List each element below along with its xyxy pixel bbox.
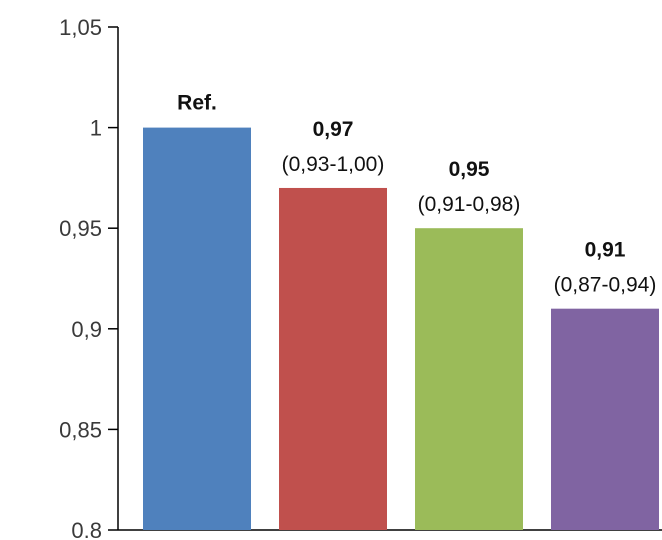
y-tick-label: 0,85 (59, 417, 102, 442)
bar-value-label: Ref. (177, 92, 217, 115)
bar (279, 187, 387, 530)
bar-value-label: 0,95 (449, 158, 490, 181)
bar-ci-label: (0,87-0,94) (554, 274, 657, 297)
y-tick-label: 0,95 (59, 216, 102, 241)
bar (551, 308, 659, 530)
y-tick-label: 1,05 (59, 15, 102, 40)
bar-labels: Ref. 0,97 (0,93-1,00) 0,95 (0,91-0,98) 0,91 (0… (177, 92, 656, 297)
bar-value-label: 0,97 (313, 118, 354, 141)
y-tick-label: 0.8 (71, 518, 102, 540)
y-tick-label: 1 (90, 116, 102, 141)
bar (415, 228, 523, 530)
bar-ci-label: (0,91-0,98) (418, 193, 521, 216)
bar (143, 127, 251, 530)
bars (143, 127, 659, 530)
y-tick-label: 0,9 (71, 317, 102, 342)
bar-value-label: 0,91 (585, 239, 626, 262)
bar-ci-label: (0,93-1,00) (282, 153, 385, 176)
